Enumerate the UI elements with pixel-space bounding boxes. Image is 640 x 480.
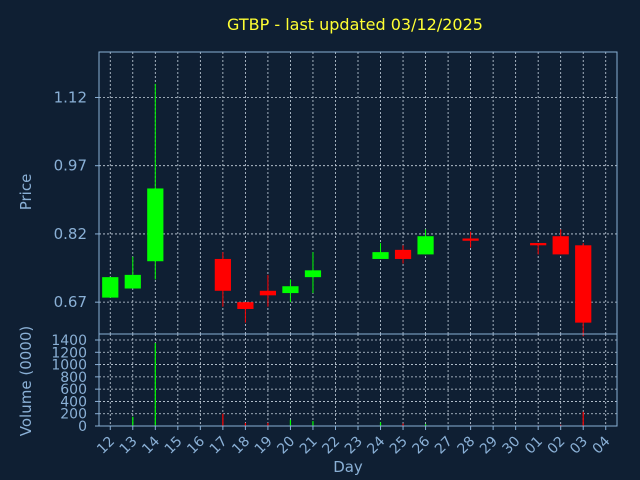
x-tick-label: 12 (94, 434, 118, 458)
candle-body (530, 243, 547, 246)
x-tick-label: 18 (229, 434, 253, 458)
candle-body (462, 238, 479, 241)
x-tick-label: 02 (545, 434, 569, 458)
x-tick-label: 14 (139, 433, 163, 457)
x-tick-label: 23 (342, 434, 366, 458)
candle-body (214, 258, 231, 291)
candle-body (259, 290, 277, 296)
volume-axis-label: Volume (0000) (17, 326, 35, 436)
price-tick-label: 1.12 (54, 88, 87, 106)
x-tick-label: 24 (364, 433, 388, 457)
x-tick-label: 16 (184, 433, 208, 457)
x-axis-label: Day (333, 458, 363, 476)
candle-body (304, 270, 322, 278)
candle-body (102, 277, 119, 298)
x-tick-label: 26 (409, 433, 433, 457)
volume-tick-label: 400 (60, 394, 87, 410)
x-tick-label: 19 (252, 434, 276, 458)
candle-body (282, 286, 299, 294)
volume-tick-label: 0 (78, 419, 87, 435)
volume-tick-label: 200 (60, 407, 87, 423)
price-axis-label: Price (17, 174, 35, 211)
candle-body (394, 249, 412, 259)
x-tick-label: 30 (500, 434, 524, 458)
x-tick-label: 21 (297, 434, 321, 458)
candle-body (552, 236, 569, 255)
x-tick-label: 01 (522, 434, 546, 458)
volume-panel-frame (98, 333, 618, 427)
x-tick-label: 27 (432, 434, 456, 458)
volume-tick-label: 1400 (51, 333, 87, 349)
x-tick-label: 29 (477, 434, 501, 458)
candle-body (147, 188, 164, 262)
x-tick-label: 15 (162, 434, 186, 458)
volume-tick-label: 600 (60, 382, 87, 398)
price-tick-label: 0.97 (54, 157, 87, 175)
x-tick-label: 04 (590, 433, 614, 457)
x-tick-label: 03 (567, 434, 591, 458)
candle-body (124, 274, 141, 289)
price-tick-label: 0.67 (54, 293, 87, 311)
x-tick-label: 17 (207, 434, 231, 458)
x-tick-label: 28 (455, 434, 479, 458)
price-tick-label: 0.82 (54, 225, 87, 243)
candle-body (237, 302, 254, 309)
x-tick-label: 20 (274, 434, 298, 458)
x-tick-label: 25 (387, 434, 411, 458)
candle-body (575, 245, 592, 323)
candle-body (417, 236, 434, 255)
x-tick-label: 22 (319, 434, 343, 458)
x-tick-label: 13 (117, 434, 141, 458)
volume-tick-label: 800 (60, 370, 87, 386)
candle-body (372, 252, 389, 259)
chart-title: GTBP - last updated 03/12/2025 (227, 15, 483, 34)
volume-tick-label: 1200 (51, 345, 87, 361)
volume-tick-label: 1000 (51, 358, 87, 374)
